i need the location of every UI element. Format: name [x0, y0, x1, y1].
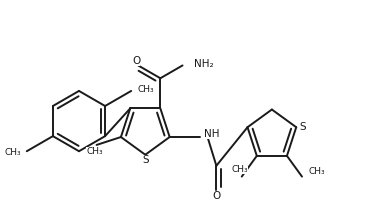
Text: O: O: [212, 191, 221, 201]
Text: NH₂: NH₂: [193, 59, 213, 70]
Text: O: O: [132, 56, 140, 66]
Text: CH₃: CH₃: [137, 85, 154, 94]
Text: CH₃: CH₃: [308, 167, 325, 176]
Text: CH₃: CH₃: [86, 147, 103, 156]
Text: S: S: [142, 155, 149, 165]
Text: S: S: [299, 122, 306, 132]
Text: CH₃: CH₃: [4, 148, 21, 157]
Text: CH₃: CH₃: [232, 165, 248, 174]
Text: NH: NH: [204, 129, 219, 139]
